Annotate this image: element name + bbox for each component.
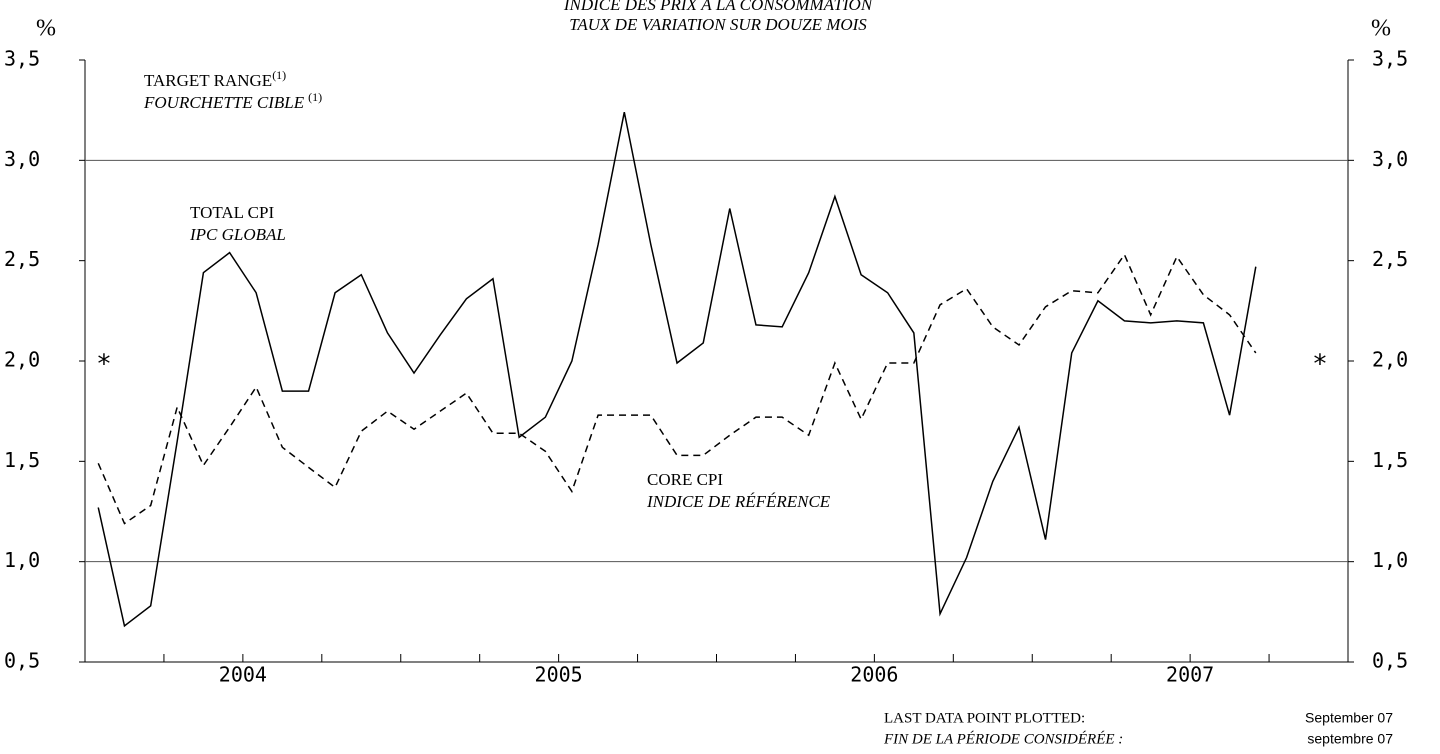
y2-unit: % [1371,16,1391,42]
series-label-fr: INDICE DE RÉFÉRENCE [646,492,831,511]
marker: * [96,350,112,380]
series-label-fr: IPC GLOBAL [189,225,286,244]
y2-tick-label: 2,0 [1372,348,1408,372]
note: (1) [272,68,286,82]
note: (1) [308,90,322,104]
target-label-fr-text: FOURCHETTE CIBLE [143,93,305,112]
y-tick-label: 1,0 [4,548,40,572]
y2-tick-label: 1,0 [1372,548,1408,572]
series-label: TOTAL CPI [190,203,274,222]
footer-value: September 07 [1305,710,1393,726]
target-label-fr: FOURCHETTE CIBLE (1) [143,90,322,112]
series-line [97,112,1257,628]
y2-tick-label: 1,5 [1372,448,1408,472]
y2-tick-label: 0,5 [1372,649,1408,673]
chart-subtitle: TAUX DE VARIATION SUR DOUZE MOIS [569,15,867,34]
footer-value-fr: septembre 07 [1307,731,1393,747]
footer-label-fr: FIN DE LA PÉRIODE CONSIDÉRÉE : [883,730,1123,747]
y-tick-label: 3,5 [4,47,40,71]
y2-tick-label: 2,5 [1372,247,1408,271]
y-tick-label: 3,0 [4,147,40,171]
x-tick-label: 2005 [535,663,583,687]
y2-tick-label: 3,0 [1372,147,1408,171]
target-label-en: TARGET RANGE [144,71,272,90]
footer-label: LAST DATA POINT PLOTTED: [884,710,1085,726]
y2-tick-label: 3,5 [1372,47,1408,71]
series-label: CORE CPI [647,470,723,489]
y-tick-label: 2,5 [4,247,40,271]
y-tick-label: 0,5 [4,649,40,673]
y-unit: % [36,16,56,42]
series-line [97,253,1257,525]
y-tick-label: 1,5 [4,448,40,472]
target-label: TARGET RANGE(1) [144,68,286,90]
y-tick-label: 2,0 [4,348,40,372]
marker: * [1312,350,1328,380]
x-tick-label: 2004 [219,663,267,687]
x-tick-label: 2007 [1166,663,1214,687]
chart-title: INDICE DES PRIX À LA CONSOMMATION [563,0,874,14]
x-tick-label: 2006 [850,663,898,687]
